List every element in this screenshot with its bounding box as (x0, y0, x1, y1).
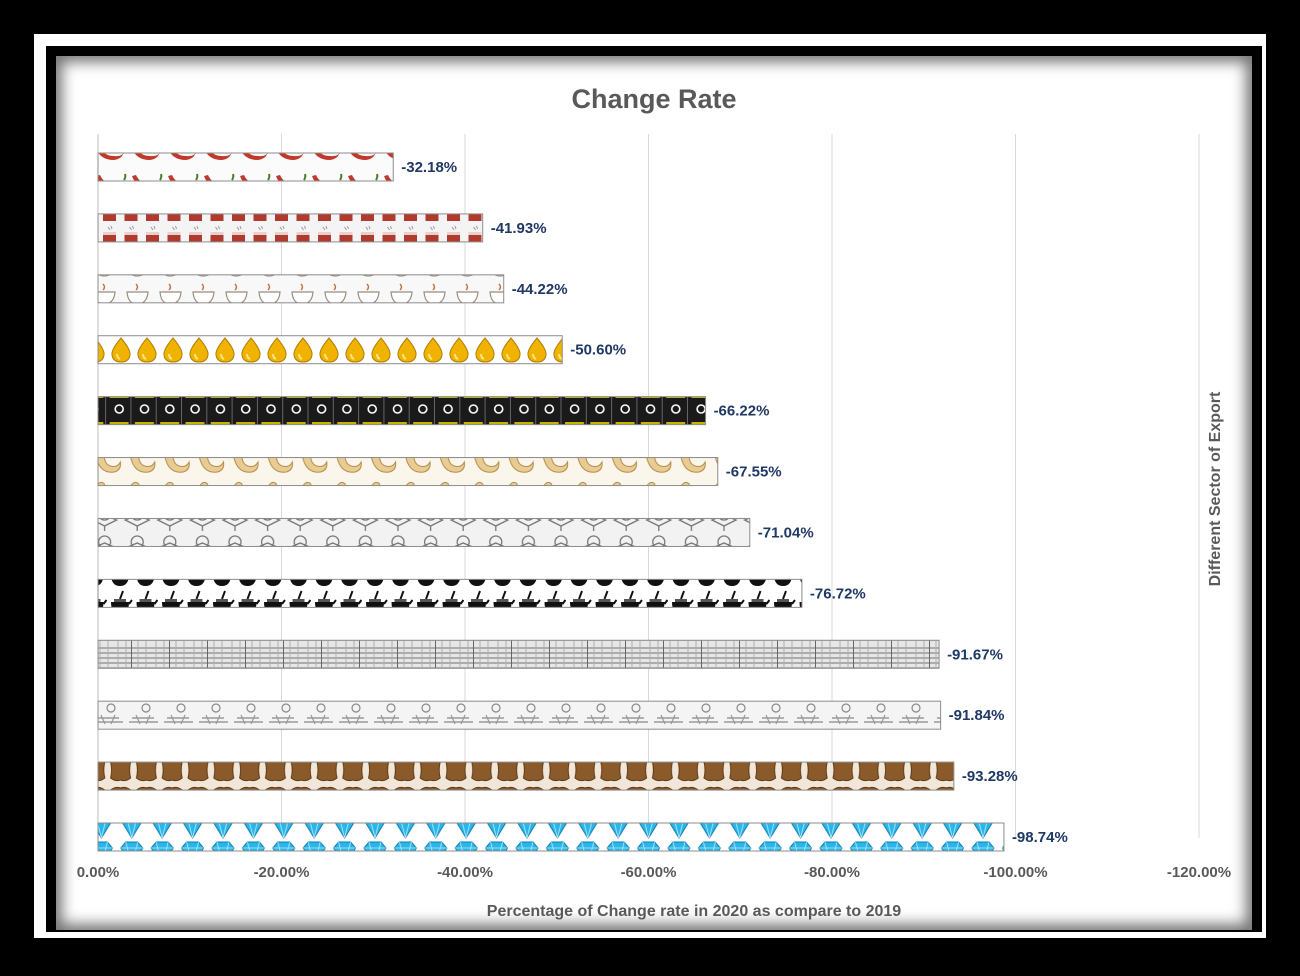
x-tick-labels: 0.00% -20.00% -40.00% -60.00% -80.00% -100.00… (77, 864, 1231, 881)
data-label: -32.18% (401, 159, 457, 176)
data-label: -67.55% (726, 464, 782, 481)
x-tick-label: -80.00% (804, 864, 860, 881)
data-label: -50.60% (570, 342, 626, 359)
data-label: -91.84% (949, 707, 1005, 724)
bar-oil-barrel-icon (97, 396, 707, 426)
x-tick-label: 0.00% (77, 864, 120, 881)
bar-textile-icon (97, 639, 940, 669)
data-label: -44.22% (512, 281, 568, 298)
bar-spice-grinder-icon (97, 700, 942, 730)
x-tick-label: -60.00% (621, 864, 677, 881)
x-tick-label: -120.00% (1167, 864, 1231, 881)
x-tick-label: -100.00% (983, 864, 1047, 881)
data-label: -76.72% (810, 585, 866, 602)
bar-oil-drop-icon (97, 335, 563, 365)
y-axis-title: Different Sector of Export (1207, 391, 1224, 586)
data-label: -98.74% (1012, 829, 1068, 846)
bar-cashew-icon (97, 457, 719, 487)
bar-tea-glass-icon (97, 213, 484, 243)
bar-tea-pot-icon (97, 578, 803, 608)
chart-title: Change Rate (571, 84, 736, 114)
bar-leather-hide-icon (97, 761, 955, 791)
data-label: -71.04% (758, 524, 814, 541)
x-tick-label: -20.00% (254, 864, 310, 881)
bar-coffee-cup-icon (97, 274, 505, 304)
chart-panel: Change Rate -32.18% -41.93% -44.22% -50.60%… (56, 56, 1252, 930)
data-label: -91.67% (947, 646, 1003, 663)
bars-group (97, 152, 1005, 852)
data-labels-group: -32.18% -41.93% -44.22% -50.60% -66.22% -67.5… (401, 159, 1068, 846)
bar-chili-icon (97, 152, 394, 182)
x-tick-label: -40.00% (437, 864, 493, 881)
bar-machinery-icon (97, 517, 751, 547)
data-label: -41.93% (491, 220, 547, 237)
x-axis-title: Percentage of Change rate in 2020 as com… (487, 903, 902, 920)
data-label: -93.28% (962, 768, 1018, 785)
bar-diamond-icon (97, 822, 1005, 852)
data-label: -66.22% (714, 403, 770, 420)
bar-chart: Change Rate -32.18% -41.93% -44.22% -50.60%… (77, 84, 1231, 920)
